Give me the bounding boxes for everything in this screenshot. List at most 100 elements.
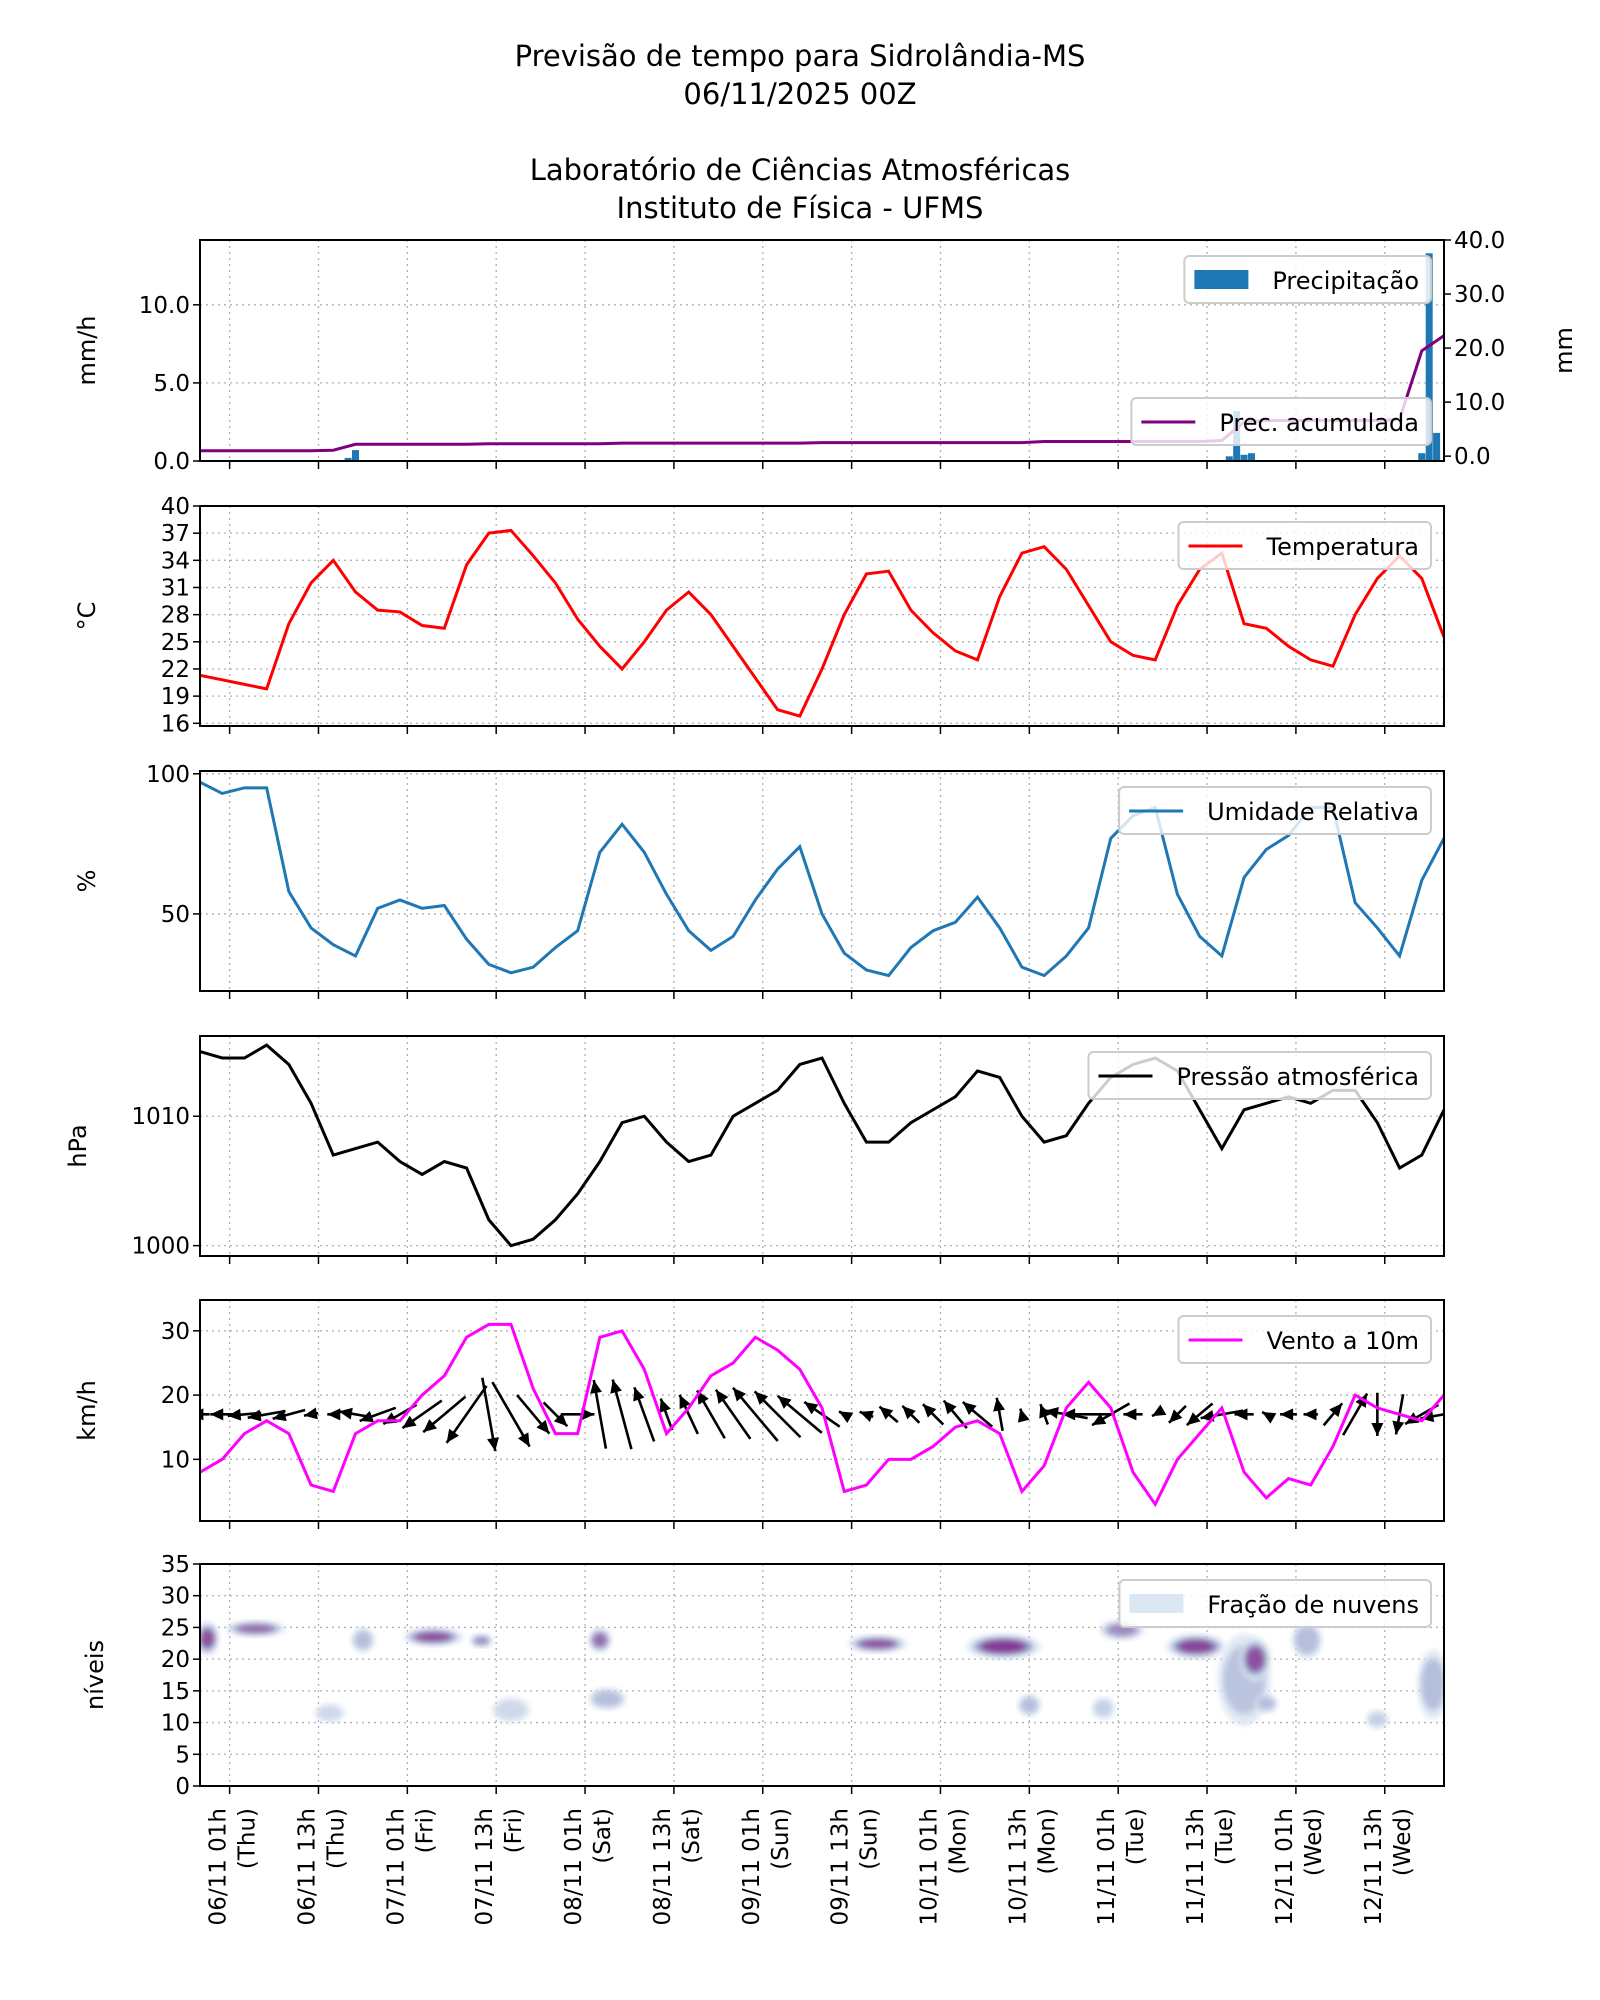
title-line-4: Instituto de Física - UFMS: [617, 191, 984, 225]
y-tick-label: 19: [161, 684, 190, 710]
wind-vector-head: [859, 1410, 874, 1422]
y-tick-label: 25: [161, 1615, 190, 1641]
wind-vector-head: [423, 1419, 438, 1433]
cloud-fraction-mid: [1420, 1658, 1444, 1711]
wind-vector-arrow: [1123, 1408, 1143, 1421]
cloud-fraction-high: [474, 1637, 489, 1645]
panel-pres: 1000 1010 hPa Pressão atmosférica: [64, 1035, 1445, 1264]
plot-area: [200, 1322, 1444, 1508]
wind-vector-head: [303, 1407, 318, 1420]
wind-vector-head: [1355, 1393, 1368, 1408]
wind-vector-head: [327, 1408, 341, 1421]
y2-tick-label: 0.0: [1454, 444, 1491, 470]
wind-vector-arrow: [753, 1390, 802, 1439]
wind-vector-head: [1152, 1404, 1167, 1417]
x-tick-label-day: (Fri): [412, 1808, 438, 1853]
y-tick-label: 15: [161, 1679, 190, 1705]
wind-vector-head: [247, 1409, 262, 1422]
wind-vector-arrow: [610, 1379, 633, 1450]
plot-area: [200, 1619, 1444, 1729]
x-tick-label-day: (Sat): [679, 1808, 705, 1864]
wind-vector-head: [922, 1404, 937, 1418]
wind-vector-head: [1045, 1406, 1059, 1419]
wind-vector-arrow: [1371, 1392, 1384, 1436]
wind-vector-arrow: [590, 1379, 608, 1449]
series-line-pres: [200, 1043, 1444, 1248]
x-tick-label-day: (Mon): [945, 1808, 971, 1874]
wind-vector-head: [754, 1391, 769, 1405]
y-tick-label: 40: [161, 494, 190, 520]
cloud-fraction-mid: [1257, 1696, 1276, 1711]
y-tick-label: 20: [161, 1647, 190, 1673]
x-tick-label-date: 10/11 13h: [1005, 1808, 1031, 1925]
wind-vector-arrow: [1168, 1404, 1187, 1424]
wind-vector-head: [1392, 1420, 1405, 1435]
y-tick-label: 25: [161, 630, 190, 656]
wind-vector-head: [200, 1408, 204, 1421]
wind-vector-head: [1303, 1408, 1317, 1421]
cloud-patch: [200, 1621, 219, 1656]
wind-vector-head: [1262, 1411, 1277, 1424]
wind-vector-head: [777, 1395, 792, 1409]
legend-label: Fração de nuvens: [1207, 1591, 1419, 1619]
cloud-patch: [403, 1627, 464, 1647]
wind-vector-head: [1092, 1413, 1107, 1426]
x-tick-label-day: (Fri): [501, 1808, 527, 1853]
cloud-fraction-high: [858, 1639, 897, 1649]
y-tick-label: 30: [161, 1584, 190, 1610]
x-tick-label-day: (Wed): [1390, 1808, 1416, 1876]
cloud-fraction-mid: [353, 1630, 373, 1650]
wind-vector-arrow: [961, 1401, 994, 1428]
wind-vector-head: [446, 1428, 459, 1443]
cloud-patch: [1017, 1694, 1041, 1717]
legend: Precipitação: [1183, 255, 1432, 304]
legend-label: Umidade Relativa: [1207, 798, 1419, 826]
x-tick-label-day: (Tue): [1123, 1808, 1149, 1865]
wind-vector-arrow: [1039, 1403, 1051, 1425]
y-axis-label: %: [73, 870, 101, 893]
wind-vector-arrow: [247, 1409, 286, 1422]
cloud-patch: [1291, 1621, 1323, 1659]
wind-vector-arrow: [714, 1389, 752, 1440]
x-tick-label-date: 12/11 01h: [1272, 1808, 1298, 1925]
cloud-patch: [588, 1627, 612, 1653]
wind-vector-head: [993, 1397, 1005, 1412]
legend-box: [1183, 255, 1432, 304]
wind-vector-head: [1234, 1408, 1248, 1421]
y2-axis-label: mm: [1550, 327, 1578, 374]
x-tick-label-day: (Sun): [857, 1808, 883, 1870]
legend: Fração de nuvens: [1118, 1579, 1432, 1628]
panel-wind: 10 20 30 km/h Vento a 10m: [73, 1299, 1445, 1529]
cloud-fraction-high: [414, 1631, 452, 1643]
wind-vector-arrow: [401, 1399, 443, 1430]
y-tick-label: 0.0: [153, 449, 190, 475]
wind-vector-arrow: [921, 1403, 945, 1426]
x-tick-label-date: 07/11 13h: [472, 1808, 498, 1925]
wind-vector-head: [943, 1400, 957, 1415]
precip-bar: [1425, 253, 1433, 461]
wind-vector-head: [659, 1398, 671, 1413]
x-tick-label-day: (Sun): [768, 1808, 794, 1870]
cloud-fraction-mid: [1294, 1625, 1320, 1655]
wind-vector-arrow: [1185, 1402, 1214, 1427]
wind-vector-arrow: [272, 1408, 306, 1422]
y-tick-label: 20: [161, 1383, 190, 1409]
wind-vector-head: [359, 1410, 374, 1423]
cloud-patch: [1417, 1649, 1444, 1720]
wind-vector-arrow: [1280, 1408, 1297, 1421]
title-line-2: 06/11/2025 00Z: [683, 77, 916, 111]
wind-vector-arrow: [516, 1394, 551, 1435]
wind-vector-arrow: [445, 1385, 488, 1444]
cloud-fraction-high: [200, 1629, 215, 1649]
wind-vector-arrow: [481, 1377, 499, 1452]
panels: 0.0 5.0 10.0 mm/h 0.0 10.0 20.0 30.0 40.0 mm Preci…: [64, 228, 1578, 1925]
legend: Pressão atmosférica: [1087, 1051, 1432, 1100]
y-tick-label: 34: [161, 548, 190, 574]
legend-label: Temperatura: [1266, 533, 1420, 561]
wind-vector-head: [732, 1387, 746, 1402]
cloud-patch: [492, 1697, 530, 1723]
cloud-patch: [588, 1687, 627, 1710]
y-tick-label: 37: [161, 521, 190, 547]
wind-vector-arrow: [1017, 1408, 1030, 1423]
